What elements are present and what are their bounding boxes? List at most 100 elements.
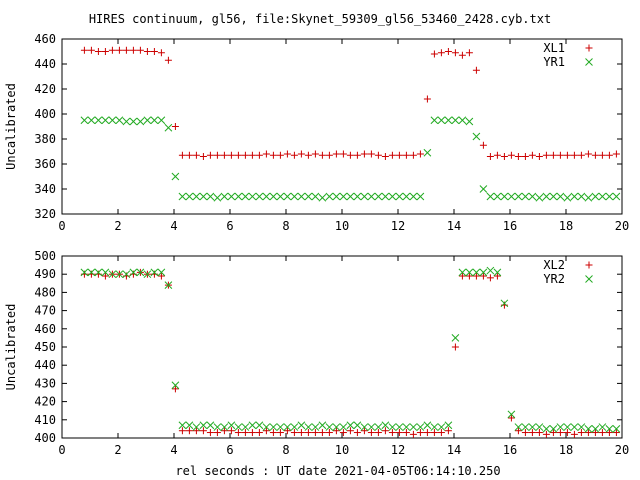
x-tick-label: 0 xyxy=(58,219,65,233)
data-point xyxy=(255,151,263,159)
legend-marker xyxy=(585,275,593,283)
data-point xyxy=(171,385,179,393)
data-point xyxy=(325,429,333,437)
data-point xyxy=(549,192,558,201)
data-point xyxy=(605,429,613,437)
data-point xyxy=(605,192,614,201)
data-point xyxy=(115,116,124,125)
data-point xyxy=(129,46,137,54)
data-point xyxy=(591,429,599,437)
x-tick-label: 8 xyxy=(282,443,289,457)
data-point xyxy=(465,272,473,280)
legend-label: XL1 xyxy=(543,41,565,55)
data-point xyxy=(185,427,193,435)
data-point xyxy=(248,429,256,437)
data-point xyxy=(395,151,403,159)
data-point xyxy=(458,268,467,277)
data-point xyxy=(297,429,305,437)
data-point xyxy=(577,423,586,431)
data-point xyxy=(437,423,446,431)
data-point xyxy=(465,49,473,57)
data-point xyxy=(416,429,424,437)
y-tick-label: 420 xyxy=(34,395,56,409)
data-point xyxy=(199,421,208,430)
data-point xyxy=(465,268,474,277)
data-point xyxy=(395,423,404,431)
data-point xyxy=(178,421,187,430)
data-point xyxy=(409,430,417,438)
data-point xyxy=(367,192,376,201)
data-point xyxy=(444,421,453,430)
data-point xyxy=(87,116,96,125)
data-point xyxy=(493,192,502,201)
data-point xyxy=(381,153,389,160)
data-point xyxy=(423,148,432,157)
plot-frame xyxy=(61,255,623,439)
data-point xyxy=(500,153,508,160)
data-point xyxy=(444,116,453,125)
data-point xyxy=(129,117,138,126)
data-point xyxy=(262,192,271,201)
data-point xyxy=(577,151,585,159)
data-point xyxy=(423,429,431,437)
data-point xyxy=(255,421,264,430)
data-point xyxy=(241,151,249,159)
y-tick-label: 380 xyxy=(34,132,56,146)
data-point xyxy=(388,423,397,431)
data-point xyxy=(605,425,614,433)
data-point xyxy=(584,425,593,433)
data-point xyxy=(290,429,298,437)
data-point xyxy=(437,49,445,57)
data-point xyxy=(290,192,299,201)
data-point xyxy=(556,151,564,159)
data-point xyxy=(521,423,530,431)
data-point xyxy=(577,192,586,201)
data-point xyxy=(493,268,502,277)
data-point xyxy=(591,192,600,201)
data-point xyxy=(101,116,110,125)
data-point xyxy=(507,410,516,419)
data-point xyxy=(486,274,494,282)
lower-panel: 0 2 4 6 8 10 12 14 16 18 20 400 410 420 430 440 450 460 47… xyxy=(4,249,629,457)
x-tick-label: 16 xyxy=(503,219,517,233)
data-point xyxy=(332,192,341,201)
data-point xyxy=(563,151,571,159)
data-point xyxy=(164,281,173,289)
data-point xyxy=(94,116,103,125)
data-point xyxy=(318,151,326,159)
data-point xyxy=(206,192,215,201)
data-point xyxy=(556,429,564,437)
data-point xyxy=(255,429,263,437)
data-point xyxy=(521,153,529,160)
data-point xyxy=(479,272,487,280)
data-point xyxy=(122,117,131,126)
data-point xyxy=(542,430,550,438)
data-point xyxy=(542,192,551,201)
data-point xyxy=(80,268,89,277)
data-point xyxy=(248,421,257,430)
data-point xyxy=(451,334,460,342)
data-point xyxy=(612,429,620,437)
x-tick-label: 10 xyxy=(335,443,349,457)
data-point xyxy=(283,427,291,435)
x-tick-label: 2 xyxy=(114,219,121,233)
data-point xyxy=(150,48,158,55)
data-point xyxy=(416,150,424,158)
y-tick-label: 460 xyxy=(34,322,56,336)
data-point xyxy=(507,151,515,159)
data-point xyxy=(255,192,264,201)
data-point xyxy=(192,192,201,201)
data-point xyxy=(612,425,621,433)
data-point xyxy=(430,423,439,431)
data-point xyxy=(192,151,200,159)
data-point xyxy=(472,268,481,277)
data-point xyxy=(276,423,285,431)
data-point xyxy=(374,151,382,159)
data-point xyxy=(507,414,515,422)
data-point xyxy=(423,421,432,430)
data-point xyxy=(283,423,292,431)
data-point xyxy=(171,381,180,390)
data-point xyxy=(444,427,452,435)
data-point xyxy=(143,116,152,125)
